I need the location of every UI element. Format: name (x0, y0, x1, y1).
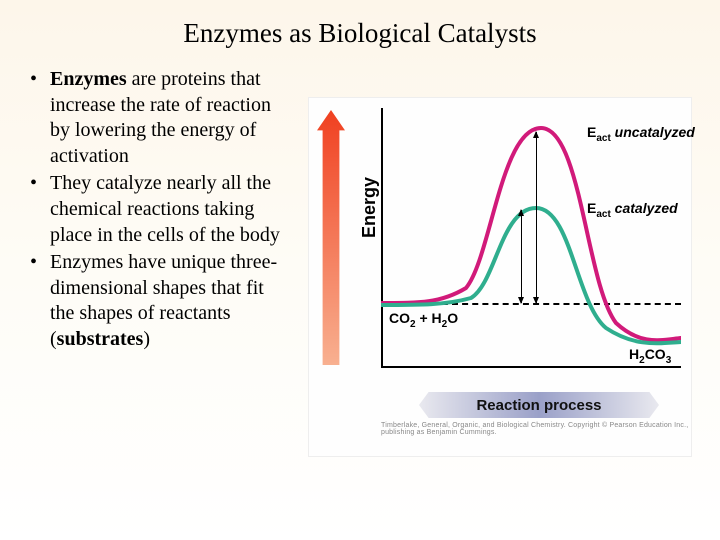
energy-diagram-figure: Energy Eact uncatalyzed Eact catalyzed C… (308, 97, 692, 457)
bullet-list: Enzymes are proteins that increase the r… (28, 67, 288, 457)
bullet-1: Enzymes are proteins that increase the r… (28, 67, 288, 169)
eact-uncat-sub: act (596, 133, 610, 144)
eact-cat-e: E (587, 200, 596, 216)
products-label: H2CO3 (629, 346, 671, 366)
bullet-2: They catalyze nearly all the chemical re… (28, 171, 288, 248)
bullet-3: Enzymes have unique three-dimensional sh… (28, 250, 288, 352)
reaction-process-label: Reaction process (476, 397, 601, 414)
reactant-o: O (447, 310, 458, 326)
reactant-h: + H (416, 310, 442, 326)
bullet-2-text: They catalyze nearly all the chemical re… (50, 172, 280, 245)
reactant-co: CO (389, 310, 410, 326)
reaction-process-bar: Reaction process (419, 392, 659, 418)
uncatalyzed-curve (381, 128, 681, 340)
prod-co-sub: 3 (666, 355, 672, 366)
eact-uncat-label: Eact uncatalyzed (587, 124, 695, 144)
eact-uncat-e: E (587, 124, 596, 140)
reactants-label: CO2 + H2O (389, 310, 458, 330)
energy-gradient-arrow-icon (317, 110, 345, 365)
content-row: Enzymes are proteins that increase the r… (0, 67, 720, 457)
eact-uncat-arrow (536, 132, 537, 303)
bullet-3-tail: ) (143, 328, 150, 350)
prod-co: CO (645, 346, 666, 362)
eact-cat-suffix: catalyzed (611, 200, 678, 216)
bullet-1-bold: Enzymes (50, 68, 127, 90)
eact-cat-label: Eact catalyzed (587, 200, 678, 220)
energy-plot: Eact uncatalyzed Eact catalyzed CO2 + H2… (381, 108, 681, 368)
figure-credit: Timberlake, General, Organic, and Biolog… (381, 422, 691, 436)
page-title: Enzymes as Biological Catalysts (0, 0, 720, 67)
eact-cat-arrow (521, 210, 522, 303)
eact-uncat-suffix: uncatalyzed (611, 124, 695, 140)
eact-cat-sub: act (596, 209, 610, 220)
energy-axis-label: Energy (359, 177, 380, 238)
bullet-3-bold: substrates (57, 328, 144, 350)
prod-h: H (629, 346, 639, 362)
